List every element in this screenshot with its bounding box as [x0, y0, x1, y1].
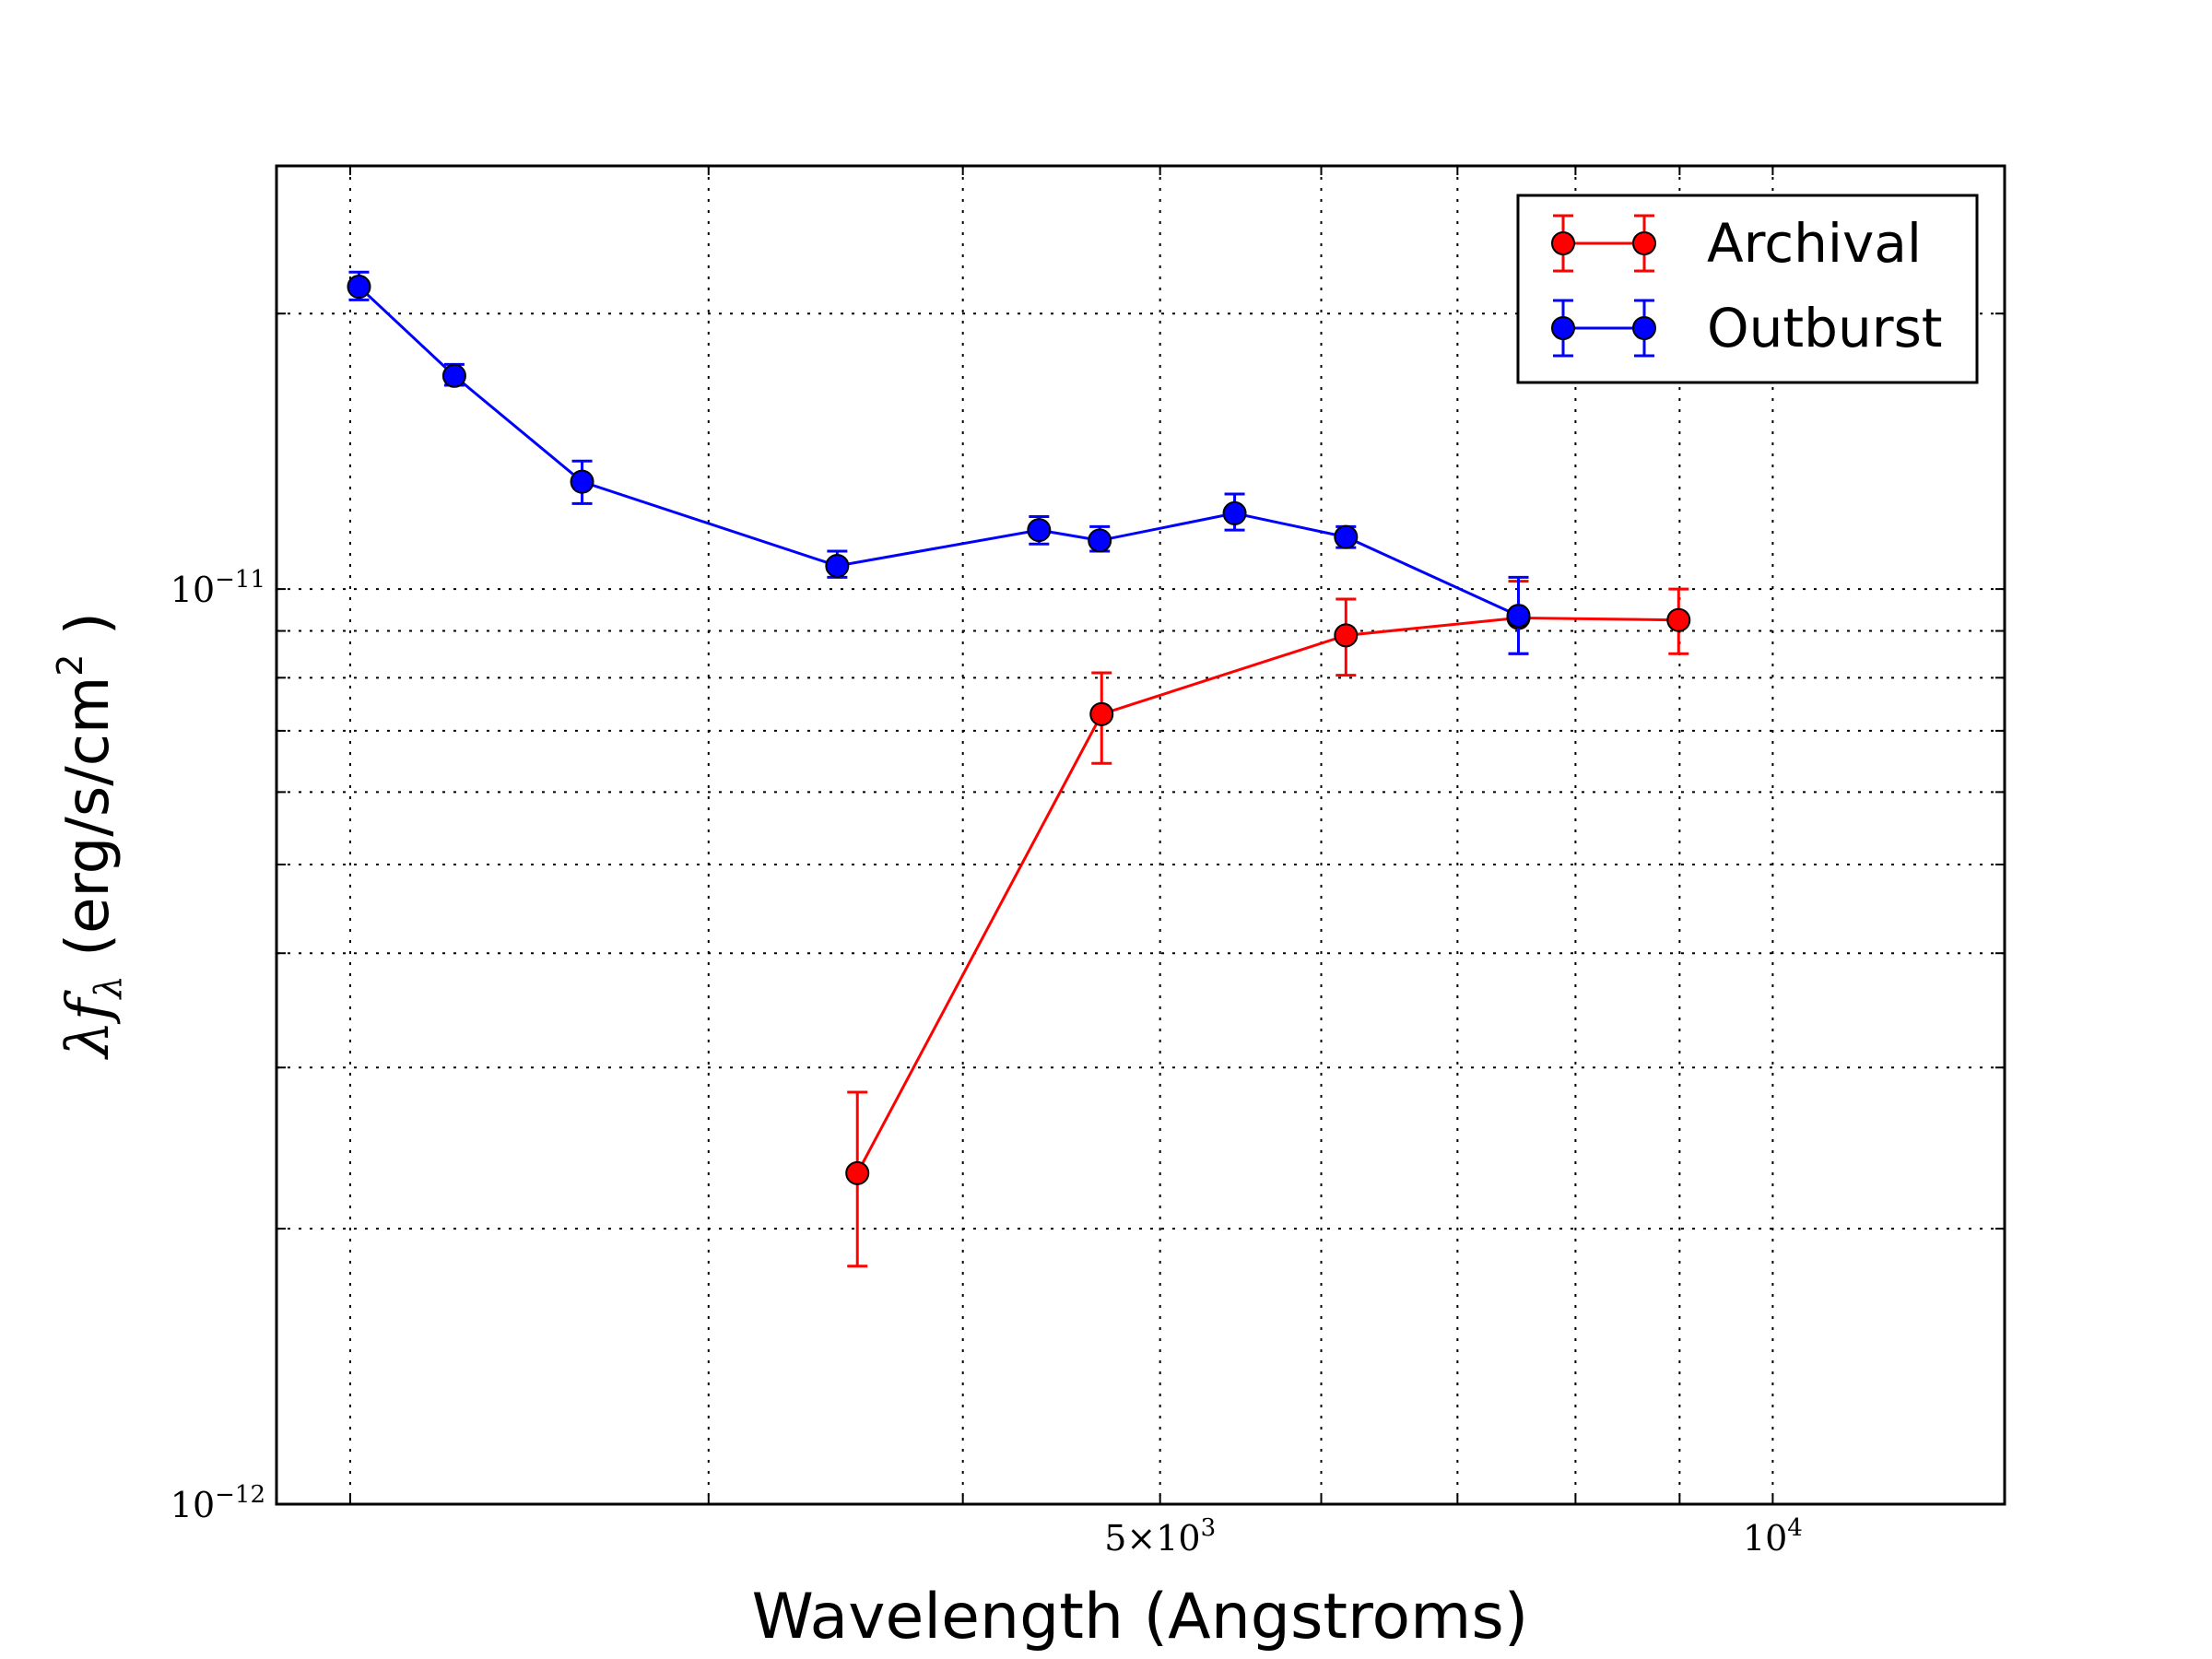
data-series: [347, 270, 1691, 1268]
outburst-point: [1222, 500, 1247, 525]
outburst-point: [825, 553, 850, 578]
legend-label-archival: Archival: [1707, 212, 1922, 275]
y-tick-label: 10−11: [171, 566, 265, 610]
legend-marker: [1632, 316, 1656, 340]
outburst-point: [1506, 604, 1531, 629]
y-tick-label: 10−12: [171, 1481, 265, 1525]
archival-point: [1334, 623, 1359, 648]
legend-entries: Archival Outburst: [1551, 212, 1943, 359]
archival-point: [845, 1160, 870, 1185]
legend-marker: [1551, 316, 1575, 340]
axis-ticks: 5×103 104 10−12 10−11: [171, 166, 2005, 1559]
y-axis-label: λfλ (erg/s/cm2 ): [50, 612, 130, 1061]
legend-entry-outburst: Outburst: [1551, 297, 1943, 359]
legend-entry-archival: Archival: [1551, 212, 1922, 275]
outburst-point: [441, 363, 466, 388]
grid-lines: [276, 166, 2005, 1505]
y-axis-symbol: λf: [54, 989, 123, 1061]
legend-marker: [1551, 231, 1575, 255]
archival-point: [1666, 607, 1691, 632]
legend-marker: [1632, 231, 1656, 255]
y-axis-symbol-subscript: λ: [88, 975, 130, 1000]
x-axis-label: Wavelength (Angstroms): [752, 1581, 1529, 1653]
x-tick-label: 5×103: [1104, 1514, 1216, 1559]
x-tick-label: 104: [1743, 1514, 1803, 1559]
outburst-point: [1088, 528, 1112, 553]
outburst-point: [1027, 518, 1052, 543]
outburst-point: [1334, 524, 1359, 549]
legend: Archival Outburst: [1516, 194, 1979, 384]
legend-label-outburst: Outburst: [1707, 297, 1943, 359]
legend-box: [1516, 194, 1979, 384]
plot-frame: [275, 164, 2006, 1506]
series-archival: [845, 580, 1691, 1268]
series-outburst: [347, 270, 1531, 655]
y-axis-unit: (erg/s/cm: [54, 677, 123, 957]
y-axis-unit-close: ): [54, 612, 123, 653]
svg-text:λfλ (erg/s/cm2 ): λfλ (erg/s/cm2 ): [50, 612, 130, 1061]
outburst-point: [570, 469, 594, 494]
y-axis-unit-exponent: 2: [50, 654, 90, 677]
archival-point: [1089, 701, 1114, 726]
outburst-point: [347, 275, 371, 300]
